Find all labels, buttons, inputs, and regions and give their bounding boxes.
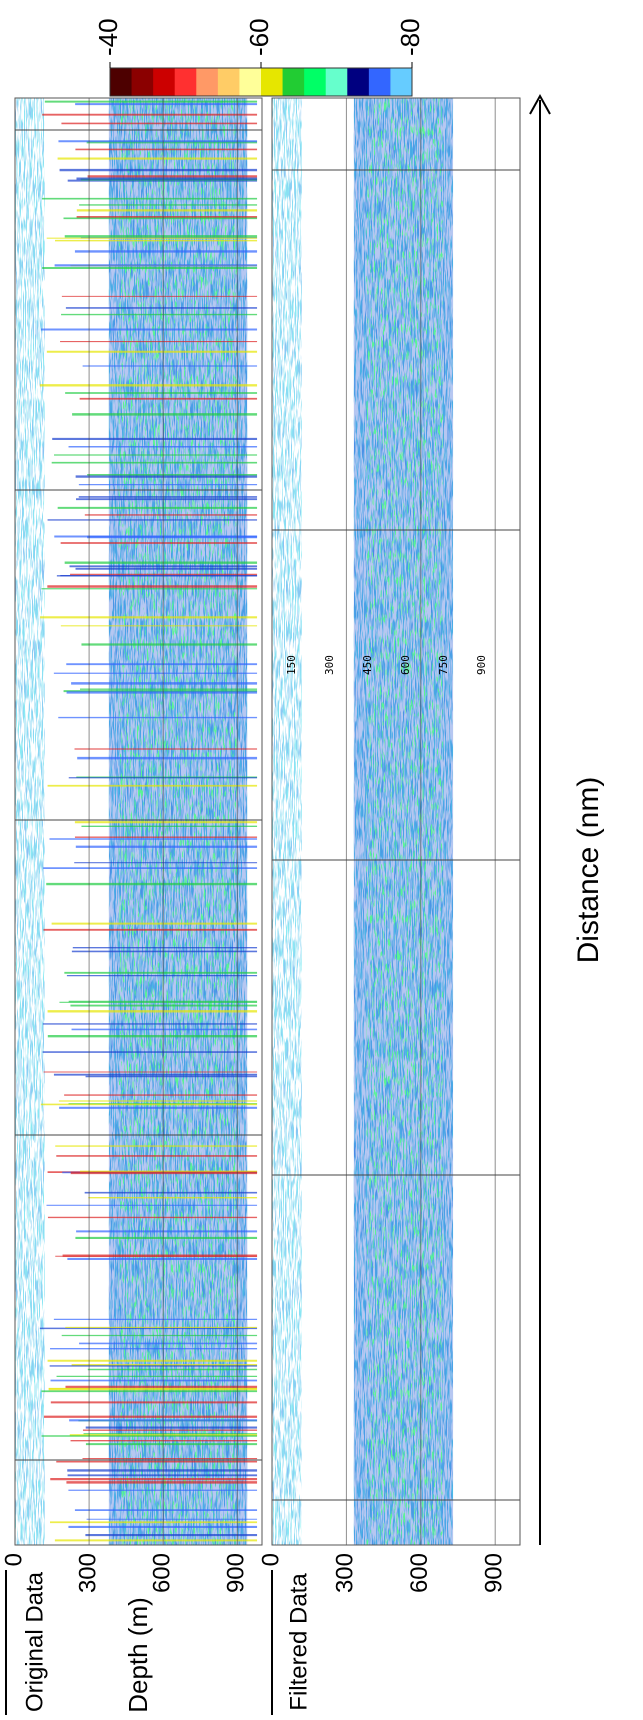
colorbar-cell [217, 68, 240, 96]
inset-label: 450 [361, 655, 374, 675]
echogram-panel: 0 300 600 900 [0, 97, 263, 1593]
depth-tick-label: 0 [0, 1553, 27, 1566]
colorbar-cell [110, 68, 133, 96]
colorbar-cell [239, 68, 262, 96]
colorbar-cell [261, 68, 284, 96]
inset-label: 600 [399, 655, 412, 675]
depth-tick-label: 900 [223, 1553, 250, 1593]
colorbar-cell [368, 68, 391, 96]
distance-label: Distance (nm) [572, 777, 605, 964]
colorbar-cell [390, 68, 413, 96]
inset-label: 750 [437, 655, 450, 675]
colorbar-cell [304, 68, 327, 96]
depth-tick-label: 300 [332, 1553, 359, 1593]
panel-title: Filtered Data [285, 1573, 312, 1711]
panel-frame [14, 97, 263, 1546]
colorbar-cell [347, 68, 370, 96]
depth-tick-label: 300 [74, 1553, 101, 1593]
echo-core [366, 98, 444, 1545]
colorbar-cell [174, 68, 197, 96]
colorbar-cell [153, 68, 176, 96]
depth-tick-label: 600 [149, 1553, 176, 1593]
panel-title: Original Data [21, 1571, 48, 1712]
colorbar-cell [196, 68, 219, 96]
colorbar-tick-label: -60 [244, 18, 274, 56]
depth-label: Depth (m) [123, 1597, 153, 1713]
surface-scatter [15, 98, 45, 1545]
colorbar-cell [131, 68, 154, 96]
depth-tick-label: 600 [406, 1553, 433, 1593]
inset-label: 900 [475, 655, 488, 675]
surface-scatter [272, 98, 302, 1545]
inset-label: 150 [285, 655, 298, 675]
inset-label: 300 [323, 655, 336, 675]
depth-tick-label: 900 [481, 1553, 508, 1593]
panel-frame [271, 97, 521, 1546]
colorbar-cell [325, 68, 348, 96]
colorbar-cell [282, 68, 305, 96]
colorbar-tick-label: -40 [93, 18, 123, 56]
depth-tick-label: 0 [257, 1553, 284, 1566]
arrow-head [529, 93, 551, 115]
echogram-panel: 0 300 600 900 [257, 97, 521, 1593]
colorbar-tick-label: -80 [395, 18, 425, 56]
